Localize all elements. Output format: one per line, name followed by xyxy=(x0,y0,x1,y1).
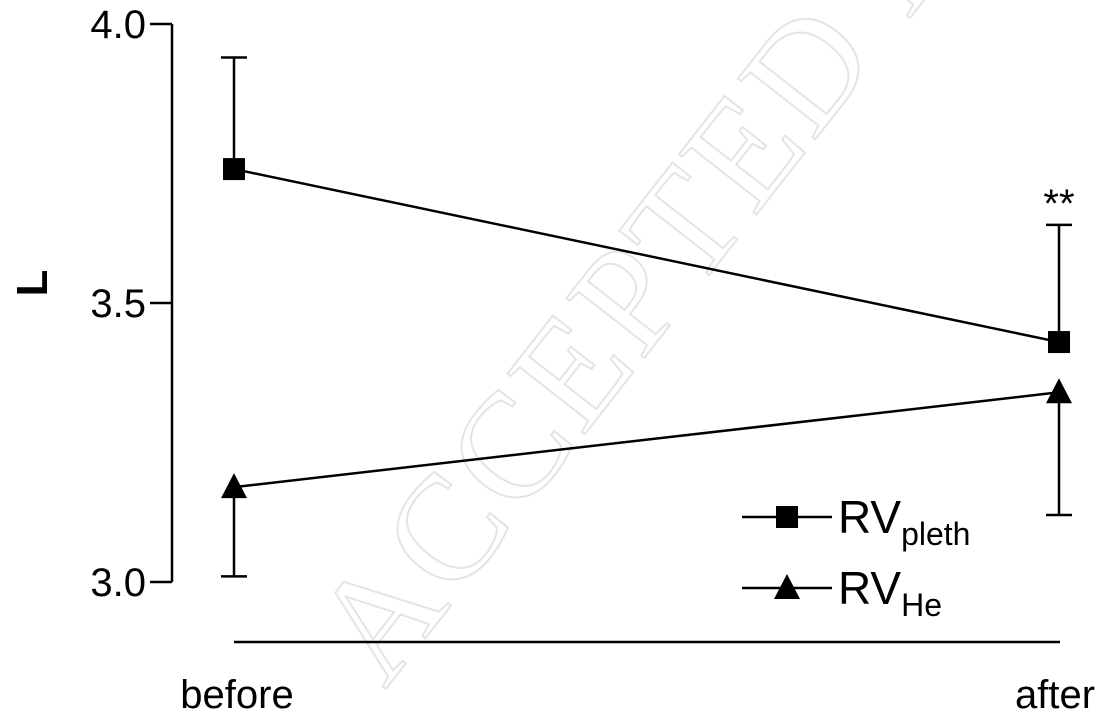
significance-annotation: ** xyxy=(1043,182,1074,226)
y-axis: 3.0 3.5 4.0 xyxy=(90,3,174,605)
triangle-marker xyxy=(774,574,800,599)
y-tick-label: 3.5 xyxy=(90,282,146,326)
y-tick-label: 4.0 xyxy=(90,3,146,47)
series-layer xyxy=(221,56,1072,578)
series-line xyxy=(233,391,1060,489)
x-tick-label: after xyxy=(1015,673,1095,715)
watermark: ACCEPTED MANUSCRIPT xyxy=(280,0,1109,710)
y-axis-label: L xyxy=(8,270,57,297)
series-triangle xyxy=(221,378,1072,578)
series-square xyxy=(221,56,1072,354)
square-marker xyxy=(776,506,798,528)
y-tick-label: 3.0 xyxy=(90,561,146,605)
triangle-marker xyxy=(221,473,247,499)
legend-label: RVHe xyxy=(838,562,942,623)
legend-item: RVpleth xyxy=(742,491,970,552)
legend-item: RVHe xyxy=(742,562,942,623)
x-tick-label: before xyxy=(180,673,293,715)
square-marker xyxy=(1048,331,1070,354)
legend-label: RVpleth xyxy=(838,491,970,552)
square-marker xyxy=(223,158,245,181)
legend: RVpleth RVHe xyxy=(742,491,970,623)
triangle-marker xyxy=(1046,378,1072,404)
series-line xyxy=(233,167,1060,344)
